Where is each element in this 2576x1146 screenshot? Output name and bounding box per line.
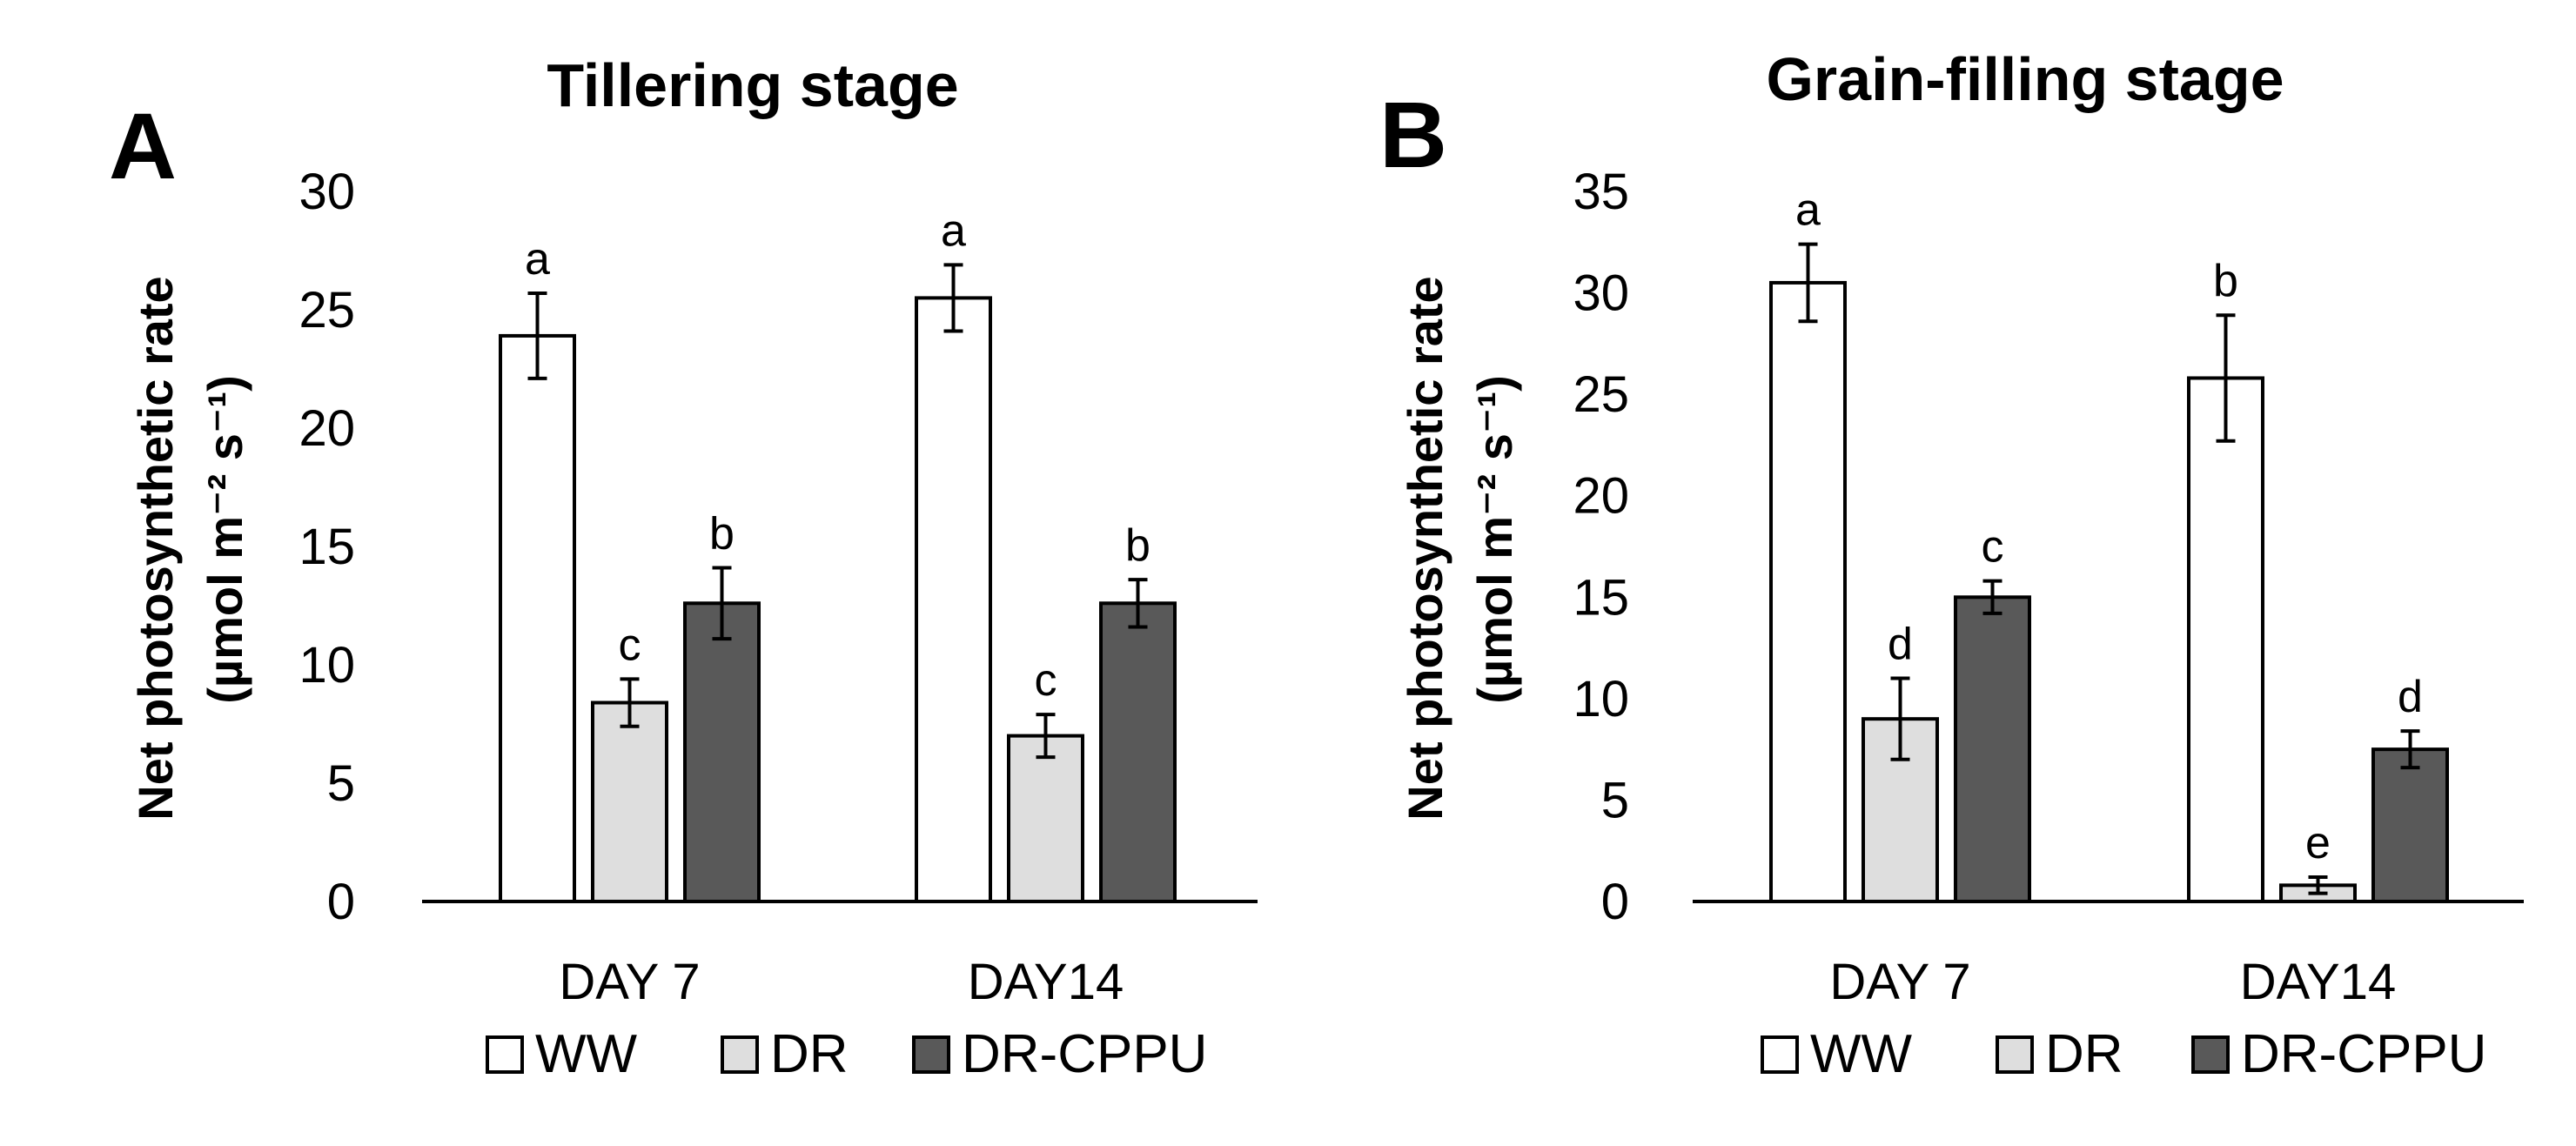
significance-letter: c [619, 620, 641, 670]
significance-letter: b [709, 508, 735, 559]
significance-letter: b [1125, 520, 1150, 571]
significance-letter: e [2305, 818, 2331, 868]
legend-swatch-dr [721, 1035, 759, 1074]
significance-letter: c [1035, 655, 1057, 706]
bar-ww [1769, 280, 1847, 903]
legend-label: WW [1810, 1024, 1913, 1084]
legend-label: DR [770, 1024, 849, 1084]
legend-swatch-dr [1996, 1035, 2034, 1074]
bar-ww [2187, 376, 2264, 903]
y-tick-label: 15 [1573, 569, 1629, 626]
bar-dr-cppu [1954, 595, 2031, 903]
bar-ww [499, 333, 576, 904]
y-tick-label: 15 [299, 519, 355, 575]
y-tick-label: 30 [299, 164, 355, 220]
chart-title: Grain-filling stage [1766, 45, 2284, 113]
x-tick-label: DAY14 [968, 954, 1124, 1010]
panel-letter: A [109, 93, 177, 198]
panel-a: A Tillering stage Net photosynthetic rat… [109, 51, 1258, 1084]
x-tick-label: DAY 7 [559, 954, 700, 1010]
x-tick-label: DAY14 [2240, 954, 2396, 1010]
bar-ww [915, 296, 992, 903]
y-tick-label: 25 [299, 282, 355, 338]
y-tick-label: 25 [1573, 366, 1629, 423]
y-tick-label: 5 [327, 755, 355, 812]
bar-dr [591, 700, 668, 904]
bar-dr [1007, 734, 1084, 903]
y-tick-label: 0 [1601, 874, 1629, 930]
significance-letter: d [2398, 672, 2423, 722]
legend-swatch-ww [1761, 1035, 1799, 1074]
y-axis-label: Net photosynthetic rate [1398, 276, 1452, 820]
y-axis-label-units: (µmol m⁻² s⁻¹) [198, 375, 252, 704]
y-tick-label: 20 [1573, 468, 1629, 525]
plot-area: 0 5 10 15 20 25 30 a c b DAY 7 a c b DAY14 WW DR DR-CPPU [299, 164, 1258, 1084]
x-tick-label: DAY 7 [1829, 954, 1970, 1010]
legend-label: DR [2045, 1024, 2123, 1084]
y-axis-label: Net photosynthetic rate [128, 276, 183, 820]
chart-title: Tillering stage [547, 51, 958, 119]
significance-letter: c [1982, 522, 2004, 573]
panel-b: B Grain-filling stage Net photosynthetic… [1379, 45, 2524, 1084]
y-tick-label: 35 [1573, 164, 1629, 220]
y-tick-label: 10 [299, 637, 355, 694]
bar-dr-cppu [1099, 601, 1177, 904]
significance-letter: a [1795, 185, 1821, 236]
significance-letter: a [941, 205, 966, 256]
legend-swatch-dr-cppu [2191, 1035, 2230, 1074]
significance-letter: d [1888, 620, 1913, 670]
bar-dr-cppu [2371, 747, 2449, 904]
panel-letter: B [1379, 82, 1447, 187]
legend-label: WW [535, 1024, 638, 1084]
y-tick-label: 20 [299, 400, 355, 457]
legend-swatch-ww [486, 1035, 524, 1074]
y-tick-label: 0 [327, 874, 355, 930]
legend-label: DR-CPPU [962, 1024, 1207, 1084]
y-tick-label: 5 [1601, 772, 1629, 828]
legend-swatch-dr-cppu [912, 1035, 950, 1074]
bar-dr-cppu [683, 601, 761, 904]
plot-area: 0 5 10 15 20 25 30 35 a d c DAY 7 b e d DAY14 WW DR DR-CPP… [1573, 164, 2524, 1084]
legend-label: DR-CPPU [2241, 1024, 2486, 1084]
significance-letter: a [525, 234, 550, 285]
y-axis-label-units: (µmol m⁻² s⁻¹) [1467, 375, 1522, 704]
y-tick-label: 30 [1573, 265, 1629, 322]
y-tick-label: 10 [1573, 671, 1629, 727]
significance-letter: b [2213, 256, 2238, 306]
